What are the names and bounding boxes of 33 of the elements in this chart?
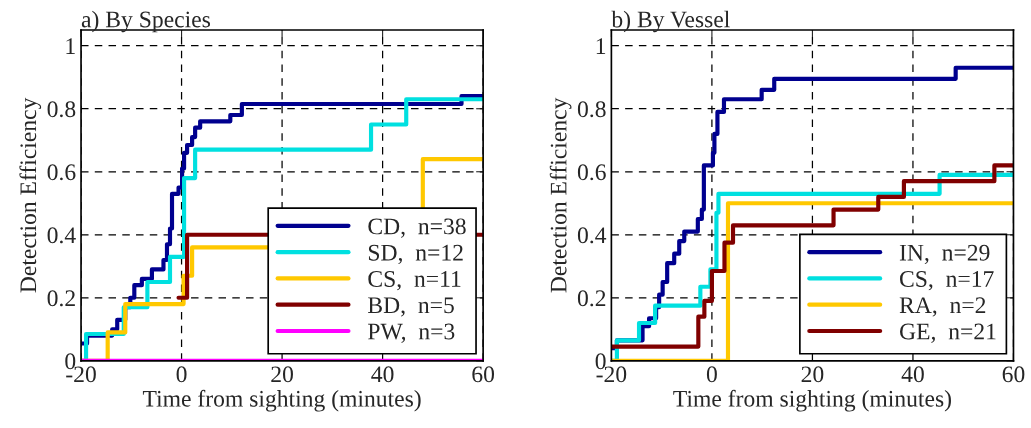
chart-title: a) By Species <box>81 10 211 33</box>
legend-label: CS, n=17 <box>900 271 994 291</box>
y-tick-label: 1 <box>66 38 75 54</box>
chart-title: b) By Vessel <box>611 10 730 33</box>
y-tick-label: 0.8 <box>47 101 76 118</box>
y-tick-label: 0.6 <box>47 164 76 181</box>
y-tick-label: 0.8 <box>577 101 606 118</box>
y-tick-label: 0.4 <box>577 227 607 244</box>
legend-label: SD, n=12 <box>368 244 463 265</box>
y-tick-label: 0.2 <box>577 290 606 307</box>
legend-label: PW, n=3 <box>368 323 455 343</box>
x-tick-label: 60 <box>472 366 495 383</box>
y-tick-label: 1 <box>596 38 606 54</box>
x-tick-label: 40 <box>371 366 394 383</box>
x-tick-label: 20 <box>271 366 293 383</box>
legend-label: CS, n=11 <box>368 271 461 291</box>
legend-label: CD, n=38 <box>368 218 466 238</box>
legend-label: BD, n=5 <box>368 297 454 317</box>
x-tick-label: 60 <box>1002 366 1025 383</box>
x-tick-label: 40 <box>901 366 924 383</box>
y-tick-label: 0.4 <box>47 227 76 244</box>
legend-label: GE, n=21 <box>900 323 996 343</box>
legend-label: IN, n=29 <box>899 244 990 265</box>
x-tick-label: 0 <box>706 366 717 383</box>
y-axis-title: Detection Efficiency <box>19 97 42 293</box>
x-axis-title: Time from sighting (minutes) <box>673 389 951 412</box>
x-tick-label: 0 <box>176 366 187 383</box>
x-tick-label: 20 <box>801 366 824 383</box>
legend-label: RA, n=2 <box>899 297 986 317</box>
x-axis-title: Time from sighting (minutes) <box>142 389 421 412</box>
y-tick-label: 0.2 <box>47 290 75 307</box>
y-tick-label: 0.6 <box>577 164 606 181</box>
y-axis-title: Detection Efficiency <box>549 97 572 293</box>
